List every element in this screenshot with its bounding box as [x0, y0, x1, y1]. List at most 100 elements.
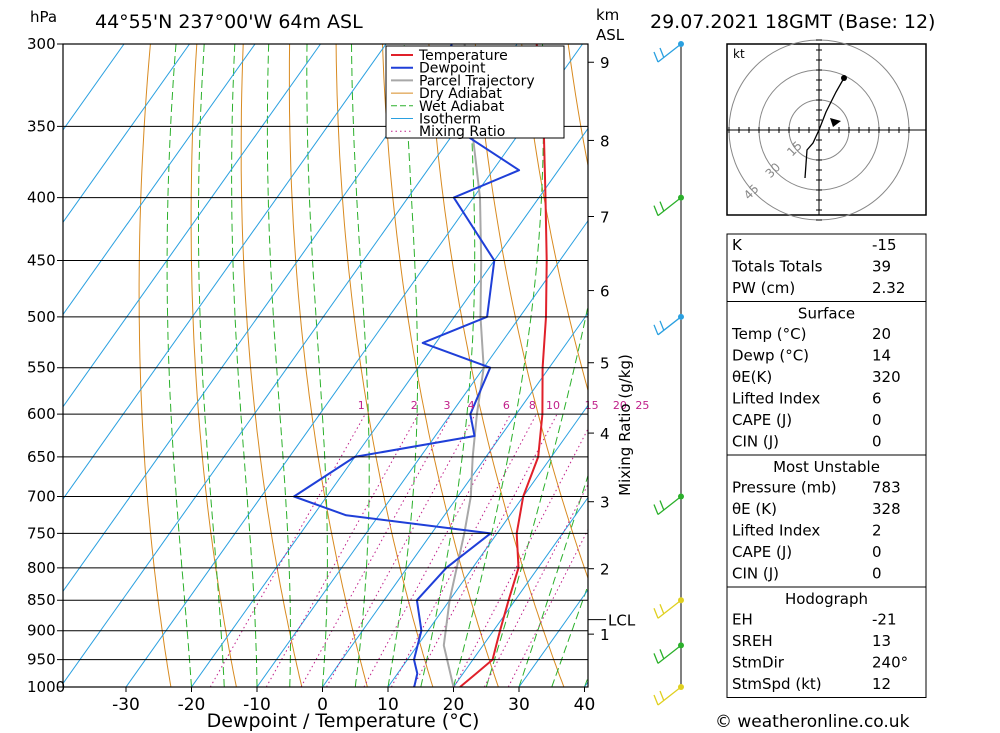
mixing-ratio-label: 20 — [613, 399, 627, 412]
index-label: CAPE (J) — [732, 411, 792, 429]
index-row: Lifted Index 2 — [732, 522, 882, 540]
location-title: 44°55'N 237°00'W 64m ASL — [95, 11, 363, 33]
index-section-title: Hodograph — [785, 590, 868, 608]
index-value: 0 — [872, 543, 882, 561]
index-label: Totals Totals — [731, 258, 823, 276]
wet-adiabat — [420, 44, 476, 687]
x-tick-label: -30 — [112, 695, 140, 715]
km-tick-label: 1 — [600, 626, 610, 644]
mixing-ratio-line — [507, 528, 588, 687]
indices-top-box — [726, 233, 927, 302]
index-label: StmDir — [732, 654, 785, 672]
mixing-ratio-label: 25 — [635, 399, 649, 412]
index-row: θE(K) 320 — [732, 368, 901, 386]
indices-hodograph-box — [726, 586, 927, 698]
index-value: 320 — [872, 368, 901, 386]
index-value: 0 — [872, 433, 882, 451]
pressure-tick-label: 450 — [27, 252, 56, 270]
isotherm — [63, 44, 190, 224]
mixing-ratio-label: 10 — [546, 399, 560, 412]
index-value: 783 — [872, 479, 901, 497]
legend-label: Temperature — [418, 48, 508, 64]
index-label: PW (cm) — [732, 279, 795, 297]
indices-most-unstable-box — [726, 454, 927, 588]
index-section-title: Surface — [798, 305, 855, 323]
asl-axis-title: ASL — [596, 26, 625, 44]
index-value: 13 — [872, 632, 891, 650]
km-tick-label: 3 — [600, 494, 610, 512]
km-tick-label: 6 — [600, 283, 610, 301]
pressure-tick-label: 550 — [27, 359, 56, 377]
mixing-ratio-line — [412, 413, 558, 687]
index-row: EH -21 — [732, 611, 897, 629]
x-tick-label: -20 — [178, 695, 206, 715]
wind-barb — [653, 644, 682, 664]
index-value: 39 — [872, 258, 891, 276]
mixing-ratio-line — [390, 413, 537, 687]
km-tick-label: 2 — [600, 561, 610, 579]
mixing-ratio-line — [453, 427, 588, 687]
plot-frame — [62, 43, 589, 688]
index-value: 6 — [872, 390, 882, 408]
index-value: 0 — [872, 411, 882, 429]
index-value: 328 — [872, 500, 901, 518]
index-label: Dewp (°C) — [732, 347, 809, 365]
index-label: K — [732, 236, 743, 254]
wind-barb — [653, 686, 682, 706]
pressure-tick-label: 850 — [27, 591, 56, 609]
wet-adiabat — [387, 44, 419, 687]
index-label: Temp (°C) — [731, 325, 806, 343]
legend-box — [385, 45, 565, 139]
isotherm — [63, 44, 321, 408]
index-row: Dewp (°C) 14 — [732, 347, 891, 365]
hodograph-trace — [804, 77, 845, 179]
index-value: -15 — [872, 236, 897, 254]
index-value: -21 — [872, 611, 897, 629]
pressure-tick-label: 650 — [27, 448, 56, 466]
pressure-tick-label: 600 — [27, 405, 56, 423]
isotherm — [63, 44, 518, 685]
indices-table: K -15 Totals Totals 39 PW (cm) 2.32 Surface Tem… — [726, 233, 927, 698]
dry-adiabat — [335, 44, 434, 687]
isotherm — [191, 127, 588, 687]
wind-barb — [653, 316, 682, 336]
isotherm — [63, 44, 256, 316]
isotherm — [453, 496, 588, 687]
index-section-title: Most Unstable — [773, 458, 880, 476]
x-tick-label: -10 — [243, 695, 271, 715]
wind-barb — [653, 43, 682, 63]
legend-label: Wet Adiabat — [419, 99, 505, 115]
wet-adiabat — [166, 44, 192, 687]
dry-adiabat — [138, 44, 172, 687]
hodograph-top-point — [841, 75, 847, 81]
wet-adiabat — [518, 473, 588, 687]
pressure-tick-label: 400 — [27, 189, 56, 207]
x-tick-label: 10 — [377, 695, 399, 715]
km-tick-label: 9 — [600, 54, 610, 72]
index-row: θE (K) 328 — [732, 500, 901, 518]
mixing-ratio-label: 1 — [358, 399, 365, 412]
indices-surface-box — [726, 301, 927, 456]
index-row: PW (cm) 2.32 — [732, 279, 905, 297]
mixing-ratio-line — [209, 413, 366, 687]
index-row: CIN (J) 0 — [732, 565, 882, 583]
pressure-tick-label: 300 — [27, 35, 56, 53]
index-value: 14 — [872, 347, 891, 365]
wind-barb — [653, 197, 682, 217]
mixing-ratio-label: 4 — [468, 399, 475, 412]
index-value: 2.32 — [872, 279, 905, 297]
isotherm — [387, 404, 588, 687]
hpa-axis-title: hPa — [30, 8, 57, 26]
mixing-ratio-line — [483, 483, 588, 687]
index-label: Pressure (mb) — [732, 479, 837, 497]
index-label: CIN (J) — [732, 565, 779, 583]
isotherm — [63, 44, 452, 593]
index-row: Lifted Index 6 — [732, 390, 882, 408]
wet-adiabat — [266, 44, 291, 687]
mixing-ratio-line — [363, 413, 511, 687]
x-tick-label: 0 — [317, 695, 328, 715]
x-tick-label: 40 — [574, 695, 596, 715]
dry-adiabat — [288, 44, 368, 687]
